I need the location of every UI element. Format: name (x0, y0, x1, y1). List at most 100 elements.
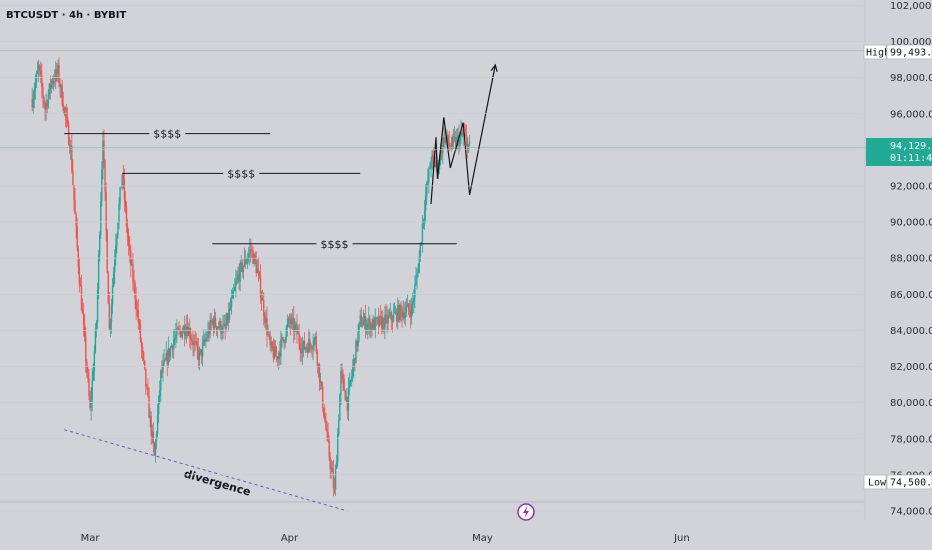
candle-up-body (415, 277, 417, 285)
candle-down-body (85, 336, 87, 362)
candle-up-body (442, 138, 444, 154)
candle-up-body (235, 281, 237, 287)
candle-up-body (151, 431, 153, 436)
price-tick-label: 98,000.0 (890, 73, 932, 84)
candle-up-body (156, 414, 159, 434)
candle-up-body (411, 304, 413, 317)
candle-up-body (233, 290, 235, 292)
candle-down-body (148, 395, 150, 418)
candle-up-body (348, 381, 351, 389)
candle-up-body (349, 380, 352, 382)
candle-up-body (205, 338, 207, 342)
event-marker[interactable] (517, 503, 535, 521)
candle-up-body (149, 415, 151, 418)
candle-down-body (73, 185, 75, 200)
candle-down-body (56, 69, 58, 74)
candle-down-body (186, 326, 189, 336)
candle-down-body (166, 353, 168, 365)
candle-down-body (53, 80, 56, 82)
candle-up-body (406, 303, 409, 307)
candle-up-body (421, 224, 424, 243)
candle-down-body (200, 349, 203, 357)
candle-down-body (152, 431, 155, 444)
candle-up-body (428, 168, 430, 182)
candle-up-body (109, 321, 112, 329)
candle-up-body (231, 291, 234, 299)
current-price-box (866, 138, 932, 166)
candle-down-body (214, 316, 217, 327)
candle-down-body (38, 65, 41, 71)
candle-down-body (288, 318, 291, 321)
candle-up-body (462, 134, 464, 135)
candle-up-body (45, 102, 47, 110)
candle-down-body (448, 143, 450, 146)
time-tick-label: Mar (81, 533, 101, 544)
candle-up-body (47, 94, 49, 107)
price-tick-label: 78,000.0 (890, 434, 932, 445)
candle-up-body (338, 420, 340, 434)
candle-down-body (385, 314, 387, 316)
candle-down-body (380, 317, 383, 329)
candle-down-body (89, 396, 91, 409)
candle-down-body (64, 107, 67, 116)
candle-up-body (115, 245, 117, 260)
candle-up-body (330, 468, 332, 469)
candle-up-body (229, 307, 232, 309)
candle-up-body (223, 323, 225, 325)
candle-down-body (364, 315, 367, 331)
candle-down-body (192, 341, 194, 346)
candle-down-body (105, 191, 107, 231)
candle-down-body (75, 213, 77, 227)
time-axis[interactable]: Mar Apr May Jun (81, 533, 690, 544)
candle-down-body (371, 323, 373, 329)
candle-up-body (456, 136, 458, 146)
candle-down-body (461, 132, 463, 135)
candle-up-body (90, 399, 92, 409)
projection-arrowhead (490, 63, 498, 72)
candle-down-body (309, 339, 311, 345)
candle-up-body (294, 325, 296, 332)
high-value-box (886, 44, 932, 60)
candle-up-body (176, 328, 178, 336)
liquidity-label: $$$$ (227, 167, 255, 180)
candle-up-body (219, 321, 221, 328)
candle-up-body (402, 312, 404, 317)
candle-up-body (347, 388, 350, 411)
candle-up-body (308, 339, 310, 353)
candle-up-body (314, 336, 316, 340)
candle-down-body (263, 299, 265, 316)
candle-up-body (239, 263, 241, 282)
candle-up-body (376, 317, 379, 319)
candle-up-body (48, 83, 51, 95)
high-label-box (863, 44, 887, 60)
candle-down-body (322, 386, 324, 409)
time-tick-label: Jun (673, 533, 690, 544)
candle-down-body (134, 282, 136, 300)
candle-up-body (32, 98, 34, 108)
candle-down-body (220, 321, 222, 334)
candle-down-body (58, 65, 60, 83)
projection-path (430, 64, 496, 205)
candle-down-body (264, 315, 266, 323)
candle-up-body (225, 324, 227, 329)
candle-up-body (242, 266, 245, 273)
candle-up-body (424, 195, 427, 212)
candle-down-body (272, 348, 275, 359)
high-value: 99,493.6 (890, 48, 932, 59)
candle-up-body (468, 141, 471, 144)
candle-down-body (87, 372, 89, 379)
candle-up-body (286, 323, 289, 328)
candle-up-body (427, 181, 429, 184)
candle-down-body (86, 361, 88, 373)
candle-down-body (46, 102, 48, 107)
candle-up-body (92, 371, 94, 380)
candle-up-body (36, 70, 39, 74)
candle-up-body (451, 136, 454, 147)
candle-up-body (423, 211, 426, 220)
candle-down-body (373, 319, 375, 331)
candle-up-body (159, 390, 161, 397)
low-label-box (863, 474, 887, 490)
candle-down-body (342, 374, 344, 380)
candle-down-body (346, 396, 349, 411)
